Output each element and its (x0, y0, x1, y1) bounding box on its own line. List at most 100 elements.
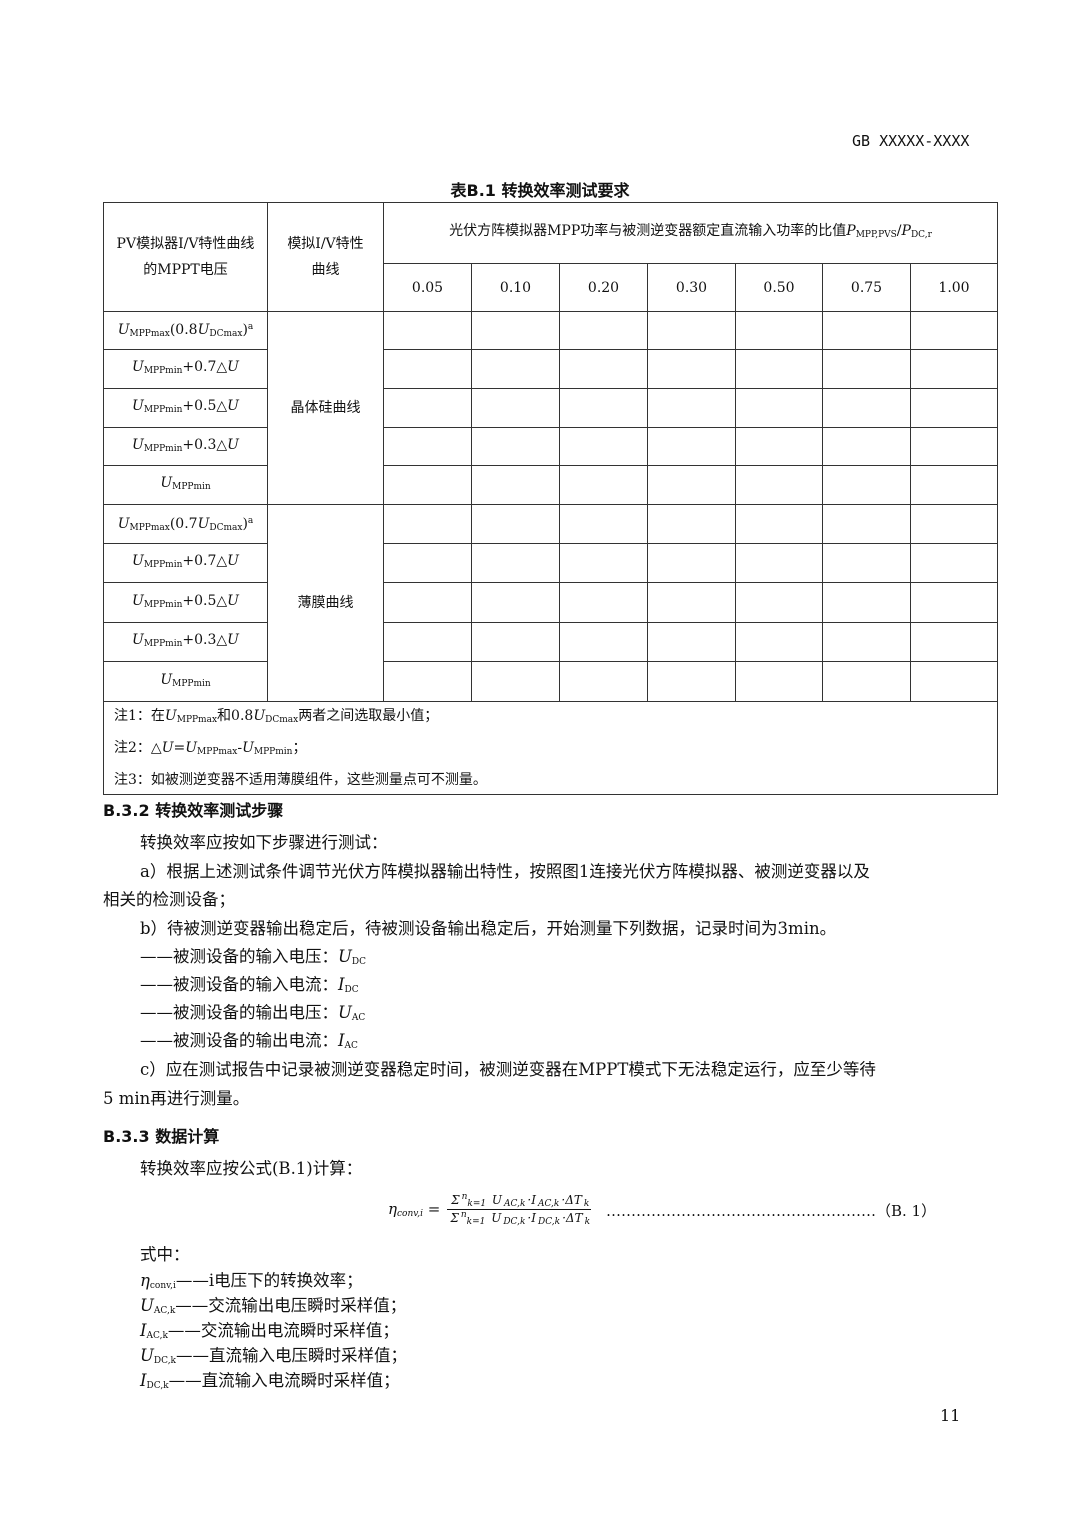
voltage-label: UMPPmin+0.5△U (103, 582, 268, 623)
table-row: UMPPmin+0.3△U (103, 427, 998, 466)
empty-cell (647, 311, 736, 350)
step-c: c）应在测试报告中记录被测逆变器稳定时间，被测逆变器在MPPT模式下无法稳定运行… (140, 1060, 876, 1079)
step-a: a）根据上述测试条件调节光伏方阵模拟器输出特性，按照图1连接光伏方阵模拟器、被测… (140, 862, 870, 881)
measurement-item: ——被测设备的输入电压：UDC (140, 947, 367, 967)
voltage-label: UMPPmax(0.8UDCmax)a (103, 311, 268, 350)
empty-cell (647, 582, 736, 623)
empty-cell (910, 582, 998, 623)
symbol-definition: ηconv,i——i电压下的转换效率； (140, 1271, 363, 1291)
empty-cell (559, 582, 648, 623)
empty-cell (910, 388, 998, 428)
ratio-header: 0.05 (383, 263, 472, 312)
empty-cell (471, 582, 560, 623)
measurement-item: ——被测设备的输出电流：IAC (140, 1031, 358, 1051)
empty-cell (471, 543, 560, 583)
empty-cell (735, 504, 823, 544)
empty-cell (910, 622, 998, 662)
empty-cell (471, 427, 560, 466)
table-row: UMPPmin+0.7△U (103, 349, 998, 389)
empty-cell (559, 465, 648, 505)
header-mppt-voltage: PV模拟器I/V特性曲线的MPPT电压 (103, 202, 268, 312)
empty-cell (383, 504, 472, 544)
empty-cell (559, 311, 648, 350)
symbol-definition: UAC,k——交流输出电压瞬时采样值； (140, 1296, 407, 1316)
empty-cell (910, 465, 998, 505)
empty-cell (735, 661, 823, 702)
empty-cell (383, 661, 472, 702)
efficiency-test-table: PV模拟器I/V特性曲线的MPPT电压 模拟I/V特性曲线 光伏方阵模拟器MPP… (103, 202, 998, 795)
empty-cell (910, 504, 998, 544)
empty-cell (647, 504, 736, 544)
formula-reference: ………………………………………………（B. 1） (606, 1202, 937, 1220)
table-row: UMPPmin+0.7△U (103, 543, 998, 583)
empty-cell (647, 543, 736, 583)
table-note: 注3：如被测逆变器不适用薄膜组件，这些测量点可不测量。 (103, 766, 998, 795)
ratio-header: 0.20 (559, 263, 648, 312)
step-b: b）待被测逆变器输出稳定后，待被测设备输出稳定后，开始测量下列数据，记录时间为3… (140, 919, 837, 938)
empty-cell (735, 388, 823, 428)
empty-cell (647, 465, 736, 505)
empty-cell (559, 661, 648, 702)
table-row: UMPPmin (103, 661, 998, 702)
header-power-ratio: 光伏方阵模拟器MPP功率与被测逆变器额定直流输入功率的比值PMPP,PVS/PD… (383, 202, 998, 264)
table-row: UMPPmax(0.8UDCmax)a 晶体硅曲线 (103, 311, 998, 505)
empty-cell (735, 465, 823, 505)
voltage-label: UMPPmin+0.5△U (103, 388, 268, 428)
empty-cell (735, 427, 823, 466)
empty-cell (647, 622, 736, 662)
table-row: UMPPmax(0.7UDCmax)a 薄膜曲线 (103, 504, 998, 702)
voltage-label: UMPPmin+0.7△U (103, 543, 268, 583)
symbol-definition: IAC,k——交流输出电流瞬时采样值； (140, 1321, 399, 1341)
empty-cell (383, 543, 472, 583)
empty-cell (383, 582, 472, 623)
curve-type: 薄膜曲线 (267, 504, 384, 702)
empty-cell (383, 349, 472, 389)
symbol-definition: IDC,k——直流输入电流瞬时采样值； (140, 1371, 400, 1391)
empty-cell (471, 622, 560, 662)
empty-cell (559, 622, 648, 662)
empty-cell (471, 504, 560, 544)
section-heading-b33: B.3.3 数据计算 (103, 1127, 220, 1146)
empty-cell (471, 388, 560, 428)
empty-cell (383, 465, 472, 505)
empty-cell (910, 349, 998, 389)
table-row: UMPPmin (103, 465, 998, 505)
empty-cell (647, 427, 736, 466)
empty-cell (647, 388, 736, 428)
table-note: 注2：△U=UMPPmax-UMPPmin； (103, 734, 998, 766)
empty-cell (383, 622, 472, 662)
header-iv-curve: 模拟I/V特性曲线 (267, 202, 384, 312)
voltage-label: UMPPmin (103, 661, 268, 702)
empty-cell (822, 465, 911, 505)
ratio-header: 0.30 (647, 263, 736, 312)
empty-cell (735, 582, 823, 623)
empty-cell (647, 349, 736, 389)
table-row: UMPPmin+0.5△U (103, 582, 998, 623)
table-row: UMPPmin+0.5△U (103, 388, 998, 428)
empty-cell (910, 543, 998, 583)
where-label: 式中： (140, 1245, 190, 1264)
ratio-header: 0.75 (822, 263, 911, 312)
paragraph: 转换效率应按公式(B.1)计算： (140, 1159, 363, 1178)
standard-number: GB XXXXX-XXXX (852, 132, 970, 150)
empty-cell (822, 582, 911, 623)
empty-cell (822, 388, 911, 428)
step-c-cont: 5 min再进行测量。 (103, 1089, 250, 1108)
empty-cell (822, 661, 911, 702)
measurement-item: ——被测设备的输入电流：IDC (140, 975, 359, 995)
empty-cell (735, 311, 823, 350)
ratio-header: 0.10 (471, 263, 560, 312)
voltage-label: UMPPmin+0.7△U (103, 349, 268, 389)
ratio-header: 1.00 (910, 263, 998, 312)
empty-cell (910, 311, 998, 350)
empty-cell (735, 622, 823, 662)
voltage-label: UMPPmin+0.3△U (103, 622, 268, 662)
step-a-cont: 相关的检测设备； (103, 890, 235, 909)
symbol-definition: UDC,k——直流输入电压瞬时采样值； (140, 1346, 408, 1366)
empty-cell (559, 388, 648, 428)
voltage-label: UMPPmin+0.3△U (103, 427, 268, 466)
measurement-item: ——被测设备的输出电压：UAC (140, 1003, 366, 1023)
